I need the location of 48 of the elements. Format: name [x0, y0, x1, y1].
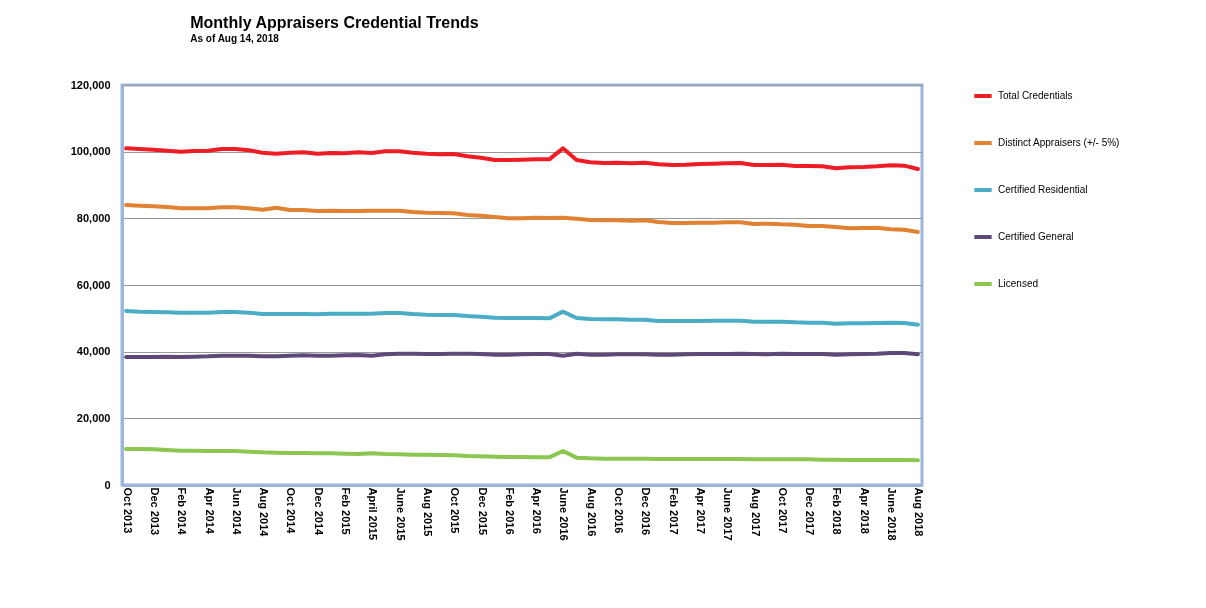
legend-label: Certified General: [998, 231, 1074, 242]
x-tick-label: Apr 2017: [694, 487, 707, 534]
x-tick-label: Oct 2013: [121, 487, 134, 534]
x-tick-label: Aug 2017: [749, 487, 762, 537]
x-tick-label: Dec 2014: [312, 487, 325, 537]
chart-title: Monthly Appraisers Credential Trends: [190, 14, 479, 31]
chart-subtitle: As of Aug 14, 2018: [190, 33, 280, 44]
x-tick-label: Aug 2015: [421, 487, 434, 537]
x-tick-label: Dec 2016: [640, 487, 653, 536]
x-tick-label: June 2018: [886, 487, 899, 541]
legend-label: Distinct Appraisers (+/- 5%): [998, 137, 1120, 148]
x-tick-label: Dec 2015: [476, 487, 489, 536]
line-series: [124, 309, 920, 327]
x-tick-label: Feb 2018: [831, 487, 844, 535]
y-tick-label: 40,000: [76, 345, 111, 358]
line-series: [124, 203, 920, 234]
legend-label: Total Credentials: [998, 90, 1073, 101]
x-tick-label: June 2015: [394, 487, 407, 541]
legend-label: Licensed: [998, 278, 1039, 289]
y-tick-label: 120,000: [70, 78, 111, 91]
x-tick-label: Feb 2017: [667, 487, 680, 535]
x-tick-label: June 2016: [558, 487, 571, 541]
x-tick-label: Dec 2017: [804, 487, 817, 536]
y-tick-label: 20,000: [76, 411, 111, 424]
x-tick-label: Jun 2014: [230, 487, 243, 536]
x-tick-label: Dec 2013: [148, 487, 161, 536]
y-tick-label: 100,000: [70, 145, 111, 158]
x-tick-label: Oct 2016: [613, 487, 626, 534]
x-tick-label: Oct 2014: [285, 487, 298, 535]
x-tick-label: Feb 2014: [176, 487, 189, 536]
x-tick-label: Oct 2015: [449, 487, 462, 534]
x-tick-label: Feb 2016: [503, 487, 516, 535]
x-tick-label: June 2017: [722, 487, 735, 541]
y-tick-label: 80,000: [76, 211, 111, 224]
x-tick-label: Feb 2015: [340, 487, 353, 535]
line-series: [124, 447, 920, 463]
y-tick-label: 0: [104, 478, 111, 491]
line-series: [124, 146, 920, 171]
y-tick-label: 60,000: [76, 278, 111, 291]
legend-label: Certified Residential: [998, 184, 1088, 195]
x-tick-label: Aug 2016: [585, 487, 598, 537]
x-tick-label: Aug 2018: [913, 487, 926, 537]
x-tick-label: Apr 2014: [203, 487, 216, 535]
x-tick-label: Oct 2017: [776, 487, 789, 534]
x-tick-label: Apr 2018: [858, 487, 871, 534]
x-tick-label: Apr 2016: [531, 487, 544, 534]
x-tick-label: April 2015: [367, 487, 380, 541]
x-tick-label: Aug 2014: [258, 487, 271, 538]
